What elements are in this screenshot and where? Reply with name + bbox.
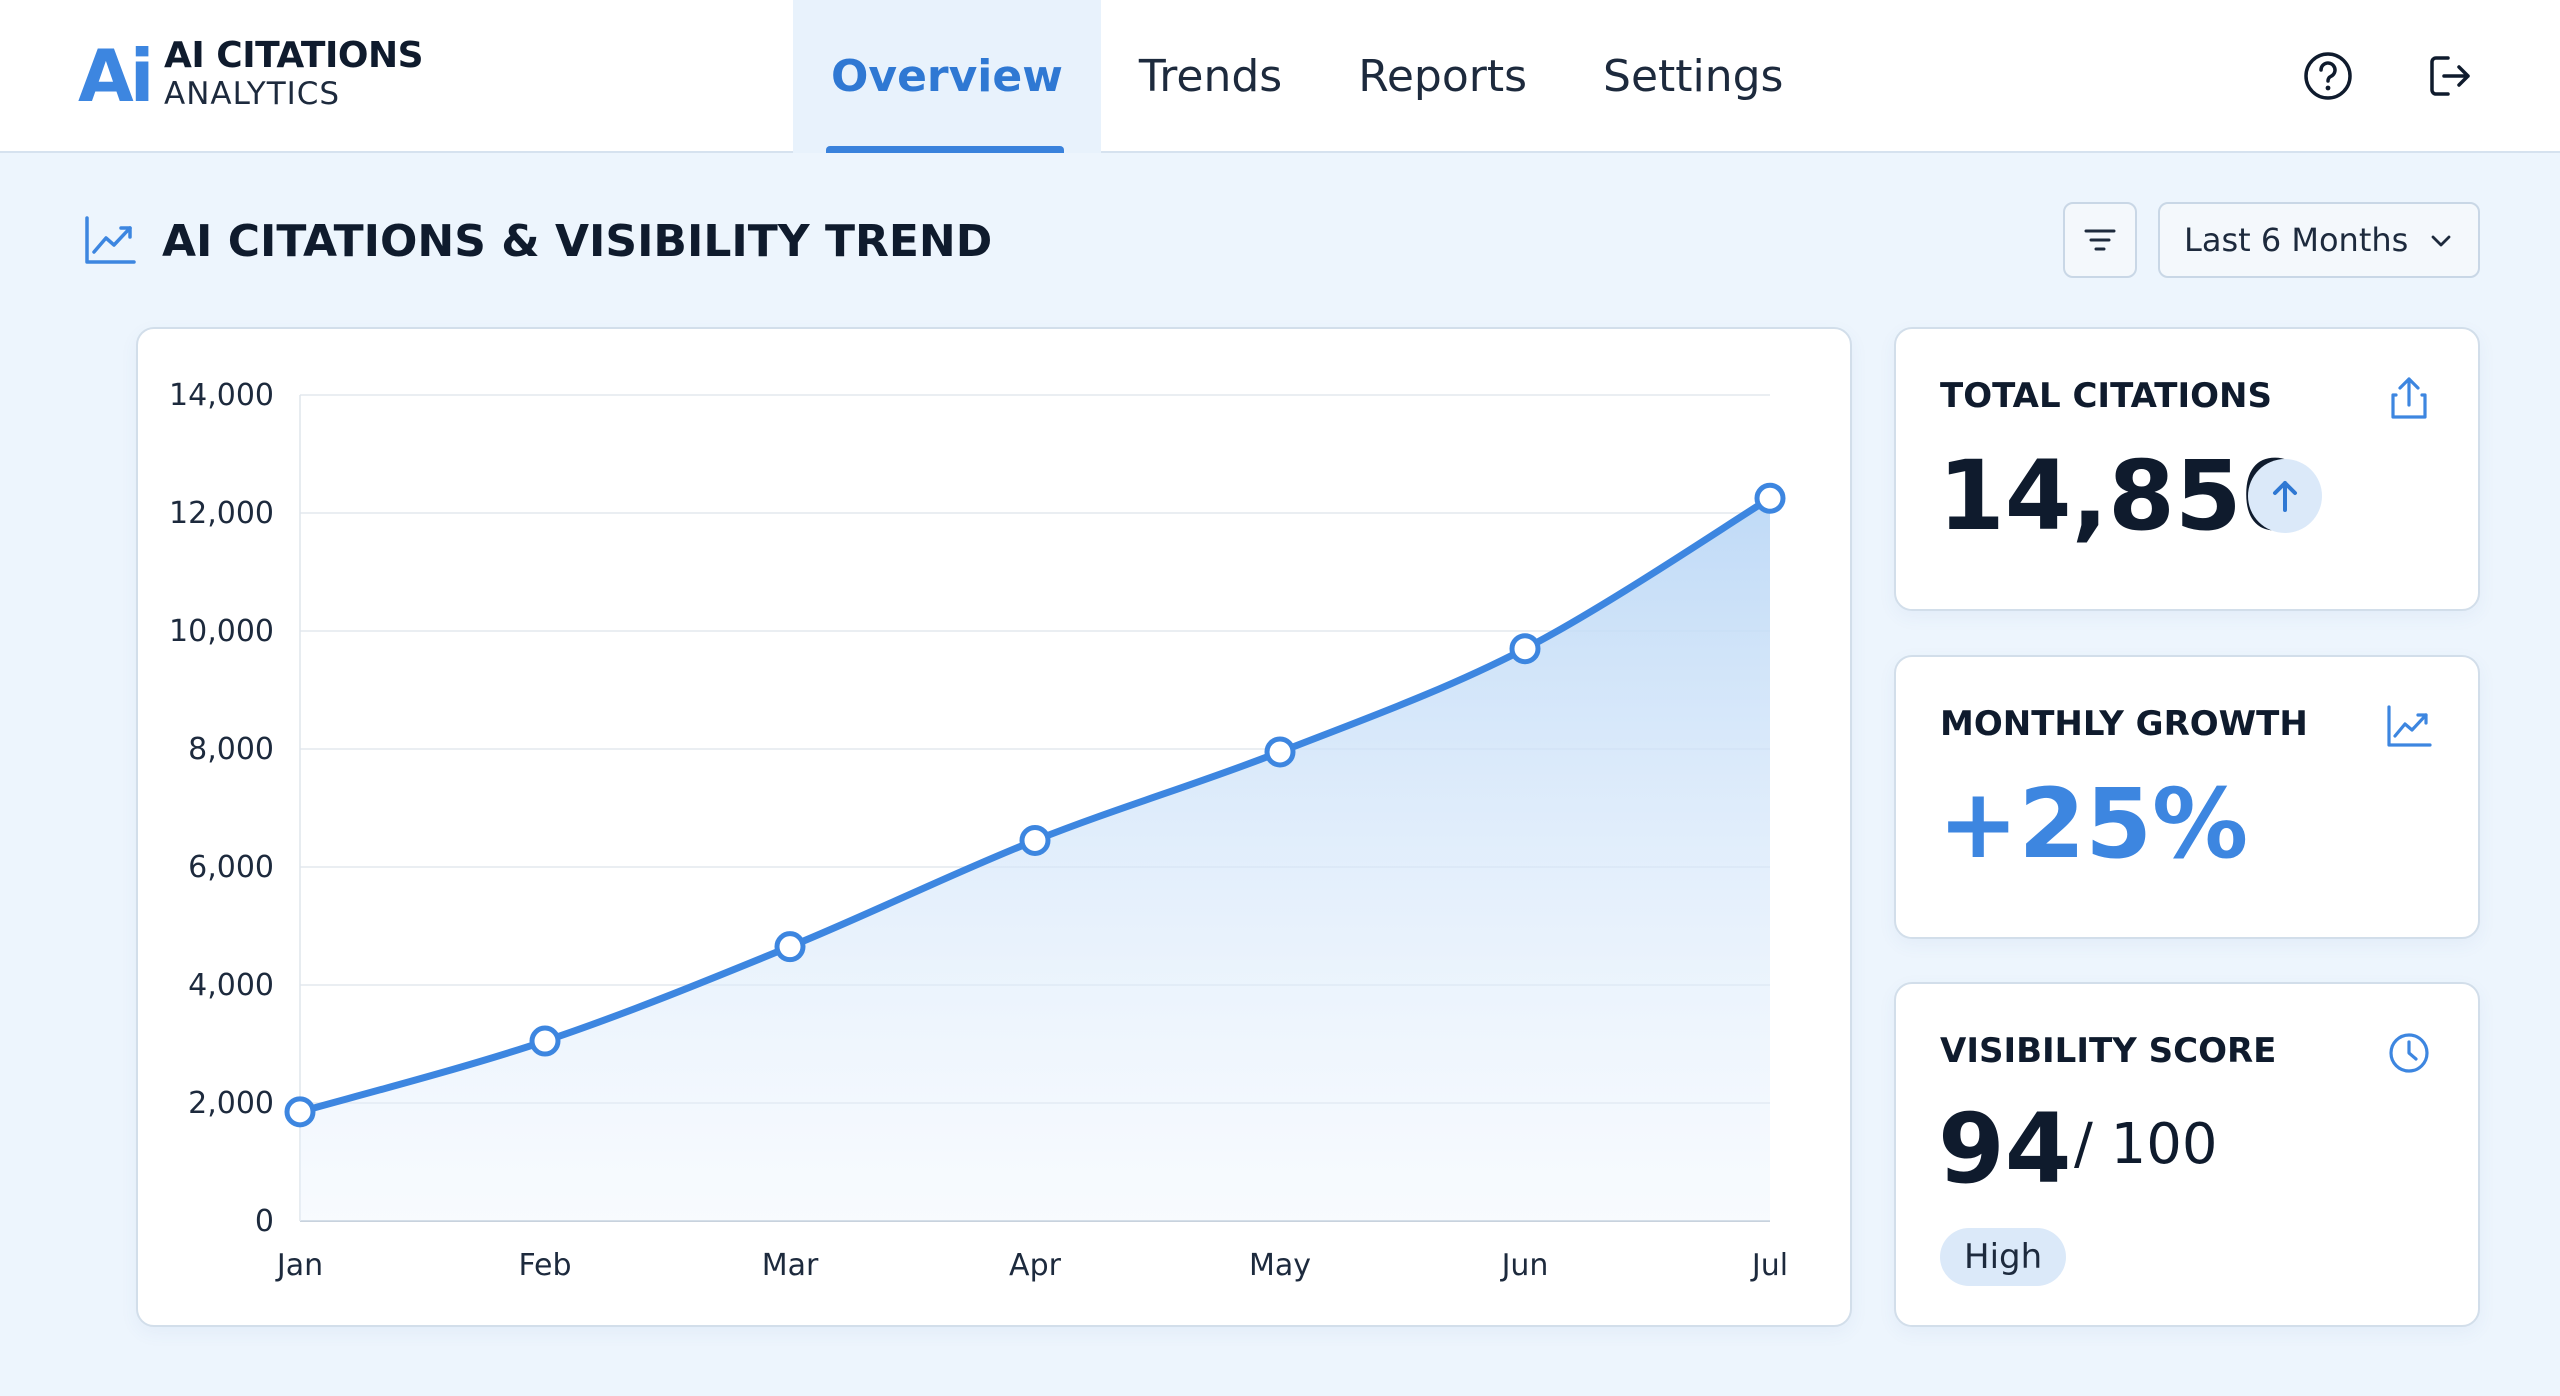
total-citations-label: TOTAL CITATIONS	[1940, 376, 2272, 416]
x-tick-label: Jul	[1750, 1248, 1788, 1283]
y-tick-label: 4,000	[188, 968, 274, 1003]
monthly-growth-value: +25%	[1938, 768, 2249, 880]
y-tick-label: 6,000	[188, 850, 274, 885]
app-title: AI CITATIONS	[164, 35, 424, 76]
tab-reports[interactable]: Reports	[1358, 51, 1528, 102]
y-tick-label: 0	[255, 1204, 274, 1239]
filter-icon	[2084, 229, 2116, 251]
citations-trend-chart: 0 2,000 4,000 6,000 8,000 10,000 12,000 14,000 J…	[169, 378, 1788, 1283]
visibility-level-badge: High	[1940, 1228, 2067, 1286]
visibility-score-value: 94	[1938, 1093, 2072, 1205]
x-tick-label: May	[1249, 1248, 1311, 1283]
date-range-select[interactable]: Last 6 Months	[2158, 202, 2480, 278]
main-nav: Overview Trends Reports Settings	[793, 0, 1821, 153]
logo-mark: Ai	[78, 34, 154, 118]
y-tick-label: 12,000	[169, 496, 274, 531]
share-icon[interactable]	[2384, 373, 2434, 423]
app-subtitle: ANALYTICS	[164, 76, 341, 112]
total-citations-card: TOTAL CITATIONS 14,850	[1894, 327, 2480, 611]
data-point[interactable]	[284, 1096, 316, 1128]
x-tick-label: Jun	[1500, 1248, 1549, 1283]
tab-overview[interactable]: Overview	[793, 0, 1101, 153]
top-header: Ai AI CITATIONS ANALYTICS Overview Trend…	[0, 0, 2560, 153]
y-tick-label: 10,000	[169, 614, 274, 649]
series-area	[300, 498, 1770, 1221]
y-tick-label: 8,000	[188, 732, 274, 767]
monthly-growth-label: MONTHLY GROWTH	[1940, 704, 2308, 744]
trend-chart-icon	[85, 216, 136, 264]
clock-icon[interactable]	[2384, 1028, 2434, 1078]
x-tick-label: Jan	[275, 1248, 323, 1283]
trend-chart-icon[interactable]	[2384, 701, 2434, 751]
help-icon[interactable]	[2296, 44, 2360, 108]
visibility-score-label: VISIBILITY SCORE	[1940, 1031, 2277, 1071]
arrow-up-icon	[2273, 481, 2297, 512]
tab-settings[interactable]: Settings	[1603, 51, 1784, 102]
data-point[interactable]	[1754, 482, 1786, 514]
filter-button[interactable]	[2063, 202, 2137, 278]
data-point[interactable]	[1019, 824, 1051, 856]
y-tick-label: 14,000	[169, 378, 274, 413]
date-range-value: Last 6 Months	[2184, 221, 2409, 259]
x-tick-label: Feb	[518, 1248, 571, 1283]
chevron-down-icon	[2431, 235, 2451, 247]
visibility-score-card: VISIBILITY SCORE 94 / 100 High	[1894, 982, 2480, 1327]
data-point[interactable]	[1509, 633, 1541, 665]
total-citations-value: 14,850	[1938, 440, 2309, 552]
x-tick-label: Mar	[762, 1248, 819, 1283]
trend-chart-card: 0 2,000 4,000 6,000 8,000 10,000 12,000 14,000 J…	[136, 327, 1852, 1327]
trend-up-badge	[2248, 459, 2322, 533]
y-tick-label: 2,000	[188, 1086, 274, 1121]
data-point[interactable]	[1264, 736, 1296, 768]
data-point[interactable]	[774, 931, 806, 963]
section-title: AI CITATIONS & VISIBILITY TREND	[162, 216, 993, 267]
logout-icon[interactable]	[2418, 44, 2482, 108]
data-point[interactable]	[529, 1025, 561, 1057]
x-tick-label: Apr	[1009, 1248, 1062, 1283]
tab-trends[interactable]: Trends	[1138, 51, 1283, 102]
visibility-score-max: / 100	[2074, 1112, 2218, 1177]
monthly-growth-card: MONTHLY GROWTH +25%	[1894, 655, 2480, 939]
